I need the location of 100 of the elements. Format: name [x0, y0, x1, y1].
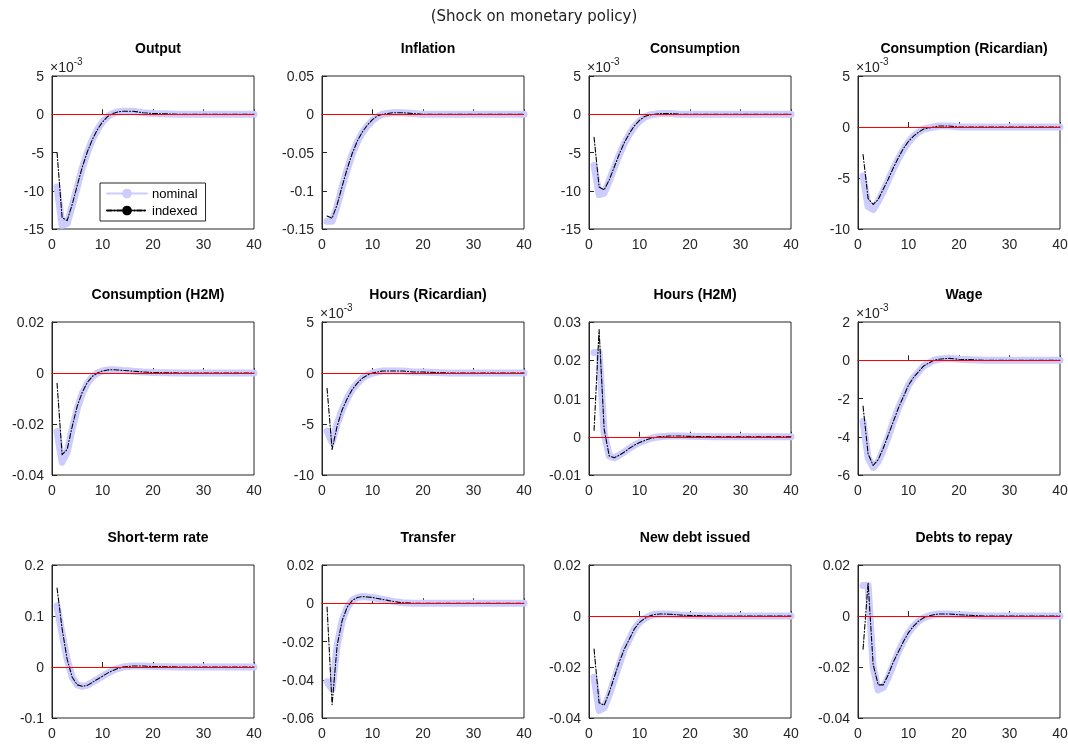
chart-title: New debt issued [639, 529, 751, 545]
x-tick-label: 10 [94, 725, 111, 741]
y-tick-label: 5 [36, 68, 45, 84]
y-tick-label: -0.06 [282, 710, 315, 726]
x-tick-label: 20 [951, 236, 967, 252]
x-tick-label: 30 [195, 236, 212, 252]
x-tick-label: 20 [951, 725, 967, 741]
y-tick-label: 0 [573, 106, 582, 123]
y-tick-label: 0.03 [553, 314, 582, 330]
y-tick-label: -10 [560, 182, 582, 199]
x-tick-label: 40 [1052, 236, 1068, 252]
x-tick-label: 40 [1052, 482, 1068, 498]
y-tick-label: 0.1 [24, 608, 45, 624]
x-tick-label: 0 [318, 482, 327, 498]
y-tick-label: -0.02 [282, 633, 315, 650]
y-tick-label: 0.01 [553, 390, 582, 407]
y-tick-label: -0.02 [12, 416, 45, 432]
y-tick-label: -10 [293, 467, 315, 483]
y-tick-label: 0 [842, 119, 851, 135]
chart-title: Short-term rate [107, 529, 209, 545]
x-tick-label: 20 [415, 236, 431, 252]
x-tick-label: 40 [246, 725, 262, 741]
x-tick-label: 0 [585, 236, 594, 252]
y-tick-label: 0 [36, 659, 45, 675]
x-tick-label: 20 [145, 725, 161, 741]
x-tick-label: 10 [94, 482, 111, 498]
x-tick-label: 40 [516, 725, 532, 741]
chart-title: Output [135, 40, 182, 56]
y-tick-label: -4 [837, 428, 851, 445]
chart-title: Consumption (H2M) [91, 286, 225, 302]
y-tick-label: -10 [829, 221, 851, 237]
y-tick-label: 0 [573, 608, 582, 624]
y-tick-label: 0.02 [286, 557, 315, 573]
chart-title: Consumption [649, 40, 741, 56]
y-tick-label: 0 [306, 106, 315, 123]
y-tick-label: -0.04 [549, 710, 582, 726]
x-tick-label: 30 [1001, 725, 1018, 741]
x-tick-label: 0 [48, 482, 57, 498]
x-tick-label: 10 [94, 236, 111, 252]
x-tick-label: 0 [585, 482, 594, 498]
y-tick-label: 0 [36, 106, 45, 123]
y-tick-label: -0.01 [549, 467, 582, 483]
x-tick-label: 30 [465, 236, 482, 252]
x-tick-label: 0 [854, 725, 863, 741]
y-tick-label: 0 [306, 595, 315, 612]
y-tick-label: -5 [568, 144, 582, 161]
legend-label: indexed [152, 203, 198, 218]
x-tick-label: 0 [854, 236, 863, 252]
x-tick-label: 10 [364, 482, 381, 498]
y-tick-label: 5 [573, 68, 582, 84]
x-tick-label: 40 [783, 725, 799, 741]
y-tick-label: 2 [842, 314, 851, 330]
x-tick-label: 30 [1001, 482, 1018, 498]
x-tick-label: 30 [195, 482, 212, 498]
chart-title: Hours (H2M) [653, 286, 737, 302]
y-tick-label: -0.1 [19, 710, 45, 726]
y-tick-label: -5 [301, 416, 315, 432]
x-tick-label: 10 [900, 482, 917, 498]
x-tick-label: 10 [364, 725, 381, 741]
y-tick-label: 0.05 [286, 68, 315, 84]
y-tick-label: -15 [23, 221, 45, 237]
x-tick-label: 40 [783, 236, 799, 252]
x-tick-label: 20 [682, 482, 698, 498]
legend-label: nominal [152, 186, 198, 201]
x-tick-label: 20 [951, 482, 967, 498]
x-tick-label: 40 [516, 482, 532, 498]
y-tick-label: 0.02 [822, 557, 851, 573]
x-tick-label: 30 [732, 725, 749, 741]
y-tick-label: -0.05 [282, 144, 315, 161]
y-tick-label: 5 [842, 68, 851, 84]
text: (Shock on monetary policy) [429, 7, 639, 25]
x-tick-label: 10 [631, 236, 648, 252]
x-tick-label: 0 [854, 482, 863, 498]
x-tick-label: 20 [682, 236, 698, 252]
y-tick-label: 0.2 [24, 557, 45, 573]
y-tick-label: 0.02 [16, 314, 45, 330]
x-tick-label: 30 [465, 482, 482, 498]
x-tick-label: 20 [145, 236, 161, 252]
y-tick-label: 0.02 [553, 557, 582, 573]
x-tick-label: 10 [631, 725, 648, 741]
x-tick-label: 40 [1052, 725, 1068, 741]
y-tick-label: 0 [842, 608, 851, 624]
x-tick-label: 0 [48, 725, 57, 741]
y-tick-label: -0.1 [289, 182, 315, 199]
y-tick-label: -0.04 [282, 671, 315, 688]
x-tick-label: 30 [732, 482, 749, 498]
x-tick-label: 0 [318, 725, 327, 741]
x-tick-label: 10 [364, 236, 381, 252]
x-tick-label: 10 [900, 725, 917, 741]
x-tick-label: 30 [195, 725, 212, 741]
y-tick-label: -0.15 [282, 221, 315, 237]
x-tick-label: 20 [682, 725, 698, 741]
chart-title: Inflation [400, 40, 456, 56]
y-tick-label: -0.02 [818, 659, 851, 675]
chart-title: Hours (Ricardian) [369, 286, 487, 302]
x-tick-label: 40 [246, 236, 262, 252]
x-tick-label: 0 [585, 725, 594, 741]
x-tick-label: 30 [1001, 236, 1018, 252]
x-tick-label: 30 [465, 725, 482, 741]
y-tick-label: 0 [306, 365, 315, 381]
